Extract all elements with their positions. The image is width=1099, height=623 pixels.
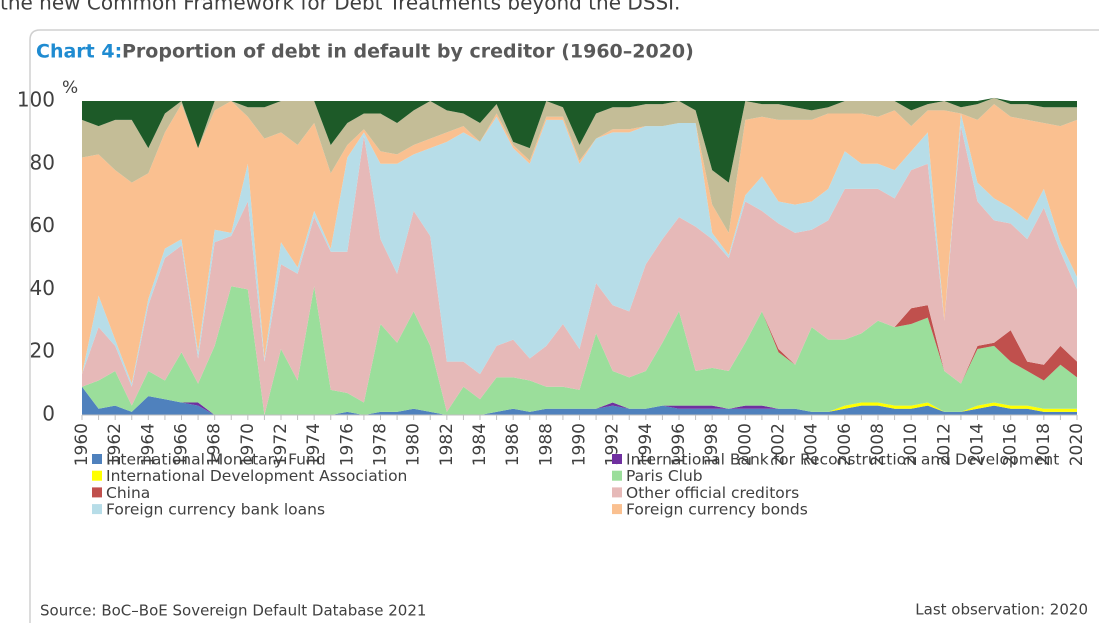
area [82,101,1077,384]
chart-title-label: Chart 4: [36,41,122,63]
x-tick-label: 2014 [968,423,988,466]
x-tick-label: 2000 [735,423,755,466]
x-tick-label: 1966 [172,423,192,466]
legend-swatch [92,454,102,464]
x-tick-label: 2006 [835,423,855,466]
x-tick-label: 1978 [371,423,391,466]
legend-swatch [612,470,622,481]
legend-swatch [612,487,622,498]
x-tick-label: 1984 [470,423,490,466]
x-tick-label: 1972 [271,423,291,466]
legend-label: China [106,484,150,502]
legend-swatch [612,504,622,515]
x-tick-label: 2002 [769,423,789,466]
x-tick-label: 1976 [337,423,357,466]
last-observation: Last observation: 2020 [915,601,1088,619]
x-tick-label: 1970 [238,423,258,466]
x-tick-label: 2004 [802,423,822,466]
y-tick-label: 20 [30,339,55,363]
y-tick-label: 80 [30,150,55,174]
legend-label: Other official creditors [626,484,799,502]
x-tick-label: 1960 [72,423,92,466]
legend-swatch [612,454,622,464]
x-tick-label: 2018 [1034,423,1054,466]
y-tick-label: 40 [30,276,55,300]
intro-text: the new Common Framework for Debt Treatm… [0,0,680,15]
x-tick-label: 1982 [437,423,457,466]
x-tick-label: 1996 [669,423,689,466]
x-tick-label: 2008 [868,423,888,466]
panel-border [29,29,1099,623]
area [82,126,1077,416]
area [82,286,1077,415]
legend-label: Foreign currency bank loans [106,501,325,519]
legend-swatch [92,470,102,481]
x-tick-label: 1964 [138,423,158,466]
x-tick-label: 1994 [636,423,656,466]
x-tick-label: 1968 [205,423,225,466]
chart-title: Proportion of debt in default by credito… [122,41,694,63]
x-tick-label: 1986 [503,423,523,466]
x-tick-label: 2020 [1067,423,1087,466]
area [82,97,1077,183]
legend-label: International Bank for Reconstruction an… [626,451,1059,469]
y-tick-label: 100 [17,88,55,112]
x-tick-label: 1974 [304,423,324,466]
area [82,386,1077,415]
x-tick-label: 1998 [702,423,722,466]
legend-label: International Development Association [106,467,407,485]
y-tick-label: 60 [30,213,55,237]
y-tick-label: 0 [42,402,55,426]
x-tick-label: 2010 [901,423,921,466]
area [82,97,1077,233]
legend-label: International Monetary Fund [106,451,326,469]
legend-label: Paris Club [626,467,703,485]
x-tick-label: 1980 [404,423,424,466]
legend-swatch [92,487,102,498]
legend-swatch [92,504,102,515]
y-axis-label: % [62,78,78,98]
x-tick-label: 1990 [570,423,590,466]
x-tick-label: 1988 [536,423,556,466]
source-note: Source: BoC–BoE Sovereign Default Databa… [40,602,426,620]
area [82,113,1077,387]
legend-label: Foreign currency bonds [626,501,808,519]
x-tick-label: 2016 [1001,423,1021,466]
x-tick-label: 1962 [105,423,125,466]
x-tick-label: 2012 [934,423,954,466]
